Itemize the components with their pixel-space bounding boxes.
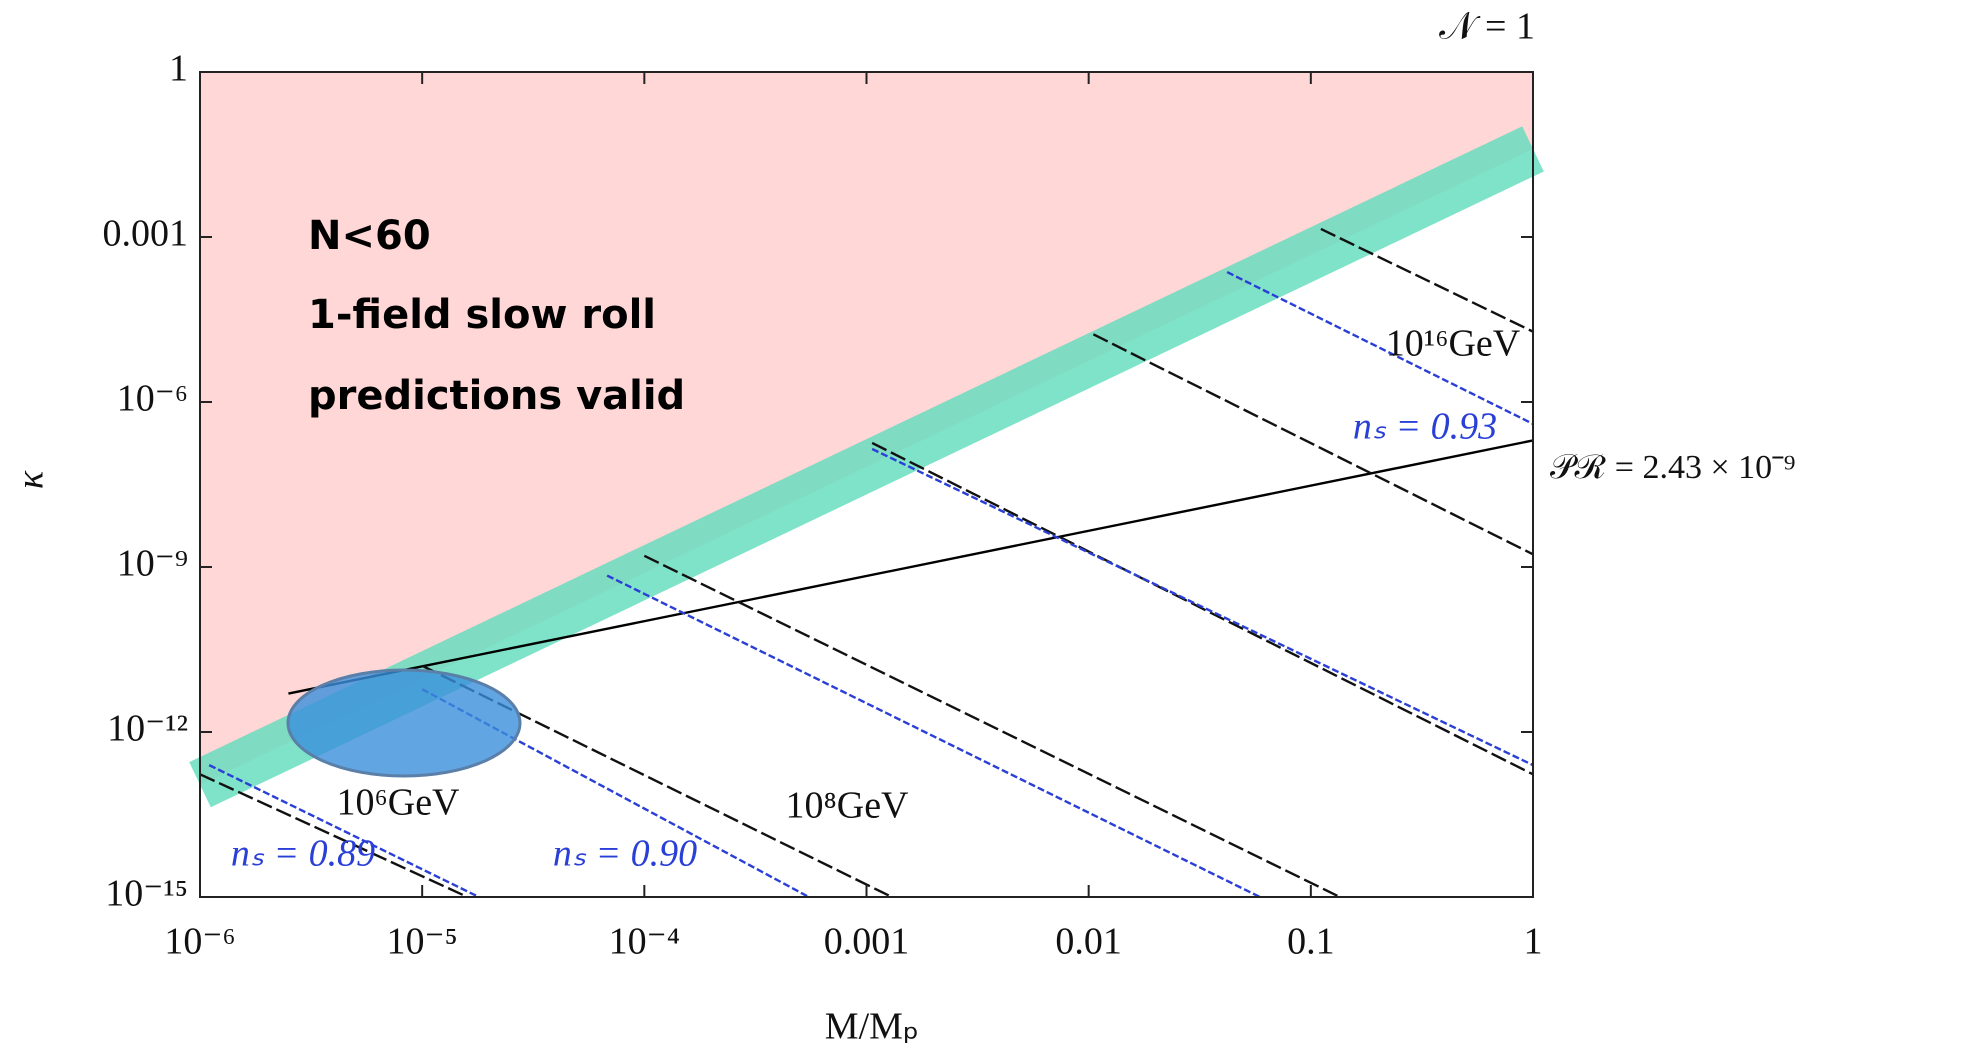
annotation: nₛ = 0.90 — [553, 833, 697, 875]
x-tick-label: 10⁻⁶ — [164, 921, 235, 963]
line — [606, 574, 1261, 899]
annotation: predictions valid — [308, 373, 685, 419]
x-tick-label: 0.001 — [824, 921, 910, 963]
y-tick-label: 0.001 — [103, 213, 189, 255]
y-tick-label: 10⁻⁶ — [117, 378, 188, 420]
highlight-ellipse — [286, 668, 522, 778]
annotation: nₛ = 0.89 — [231, 833, 375, 875]
y-axis-label: κ — [10, 470, 52, 489]
x-tick-label: 1 — [1524, 921, 1543, 963]
y-tick-label: 10⁻¹² — [107, 708, 188, 750]
line — [1320, 227, 1534, 333]
annotation: 10⁸GeV — [786, 785, 910, 827]
line — [1226, 271, 1534, 425]
line — [288, 439, 1534, 695]
line — [1092, 333, 1534, 556]
x-tick-label: 0.01 — [1055, 921, 1122, 963]
annotation: 1-field slow roll — [308, 292, 656, 338]
annotation: N<60 — [308, 213, 431, 259]
line — [643, 554, 1341, 899]
y-tick-label: 10⁻⁹ — [117, 543, 188, 585]
line — [871, 441, 1534, 776]
y-tick-label: 10⁻¹⁵ — [105, 873, 188, 915]
x-tick-label: 0.1 — [1287, 921, 1335, 963]
x-tick-label: 10⁻⁵ — [387, 921, 458, 963]
annotation: 10⁶GeV — [337, 782, 461, 824]
line — [208, 764, 480, 899]
x-axis-label: M/Mₚ — [825, 1006, 919, 1048]
annotation: 𝒫ℛ = 2.43 × 10⁻⁹ — [1550, 449, 1796, 486]
annotation: 10¹⁶GeV — [1386, 323, 1521, 365]
annotation: nₛ = 0.93 — [1353, 406, 1497, 448]
x-tick-label: 10⁻⁴ — [609, 921, 680, 963]
annotation: 𝒩 = 1 — [1439, 6, 1535, 48]
y-tick-label: 1 — [169, 48, 188, 90]
line — [199, 773, 469, 899]
line — [871, 447, 1534, 767]
